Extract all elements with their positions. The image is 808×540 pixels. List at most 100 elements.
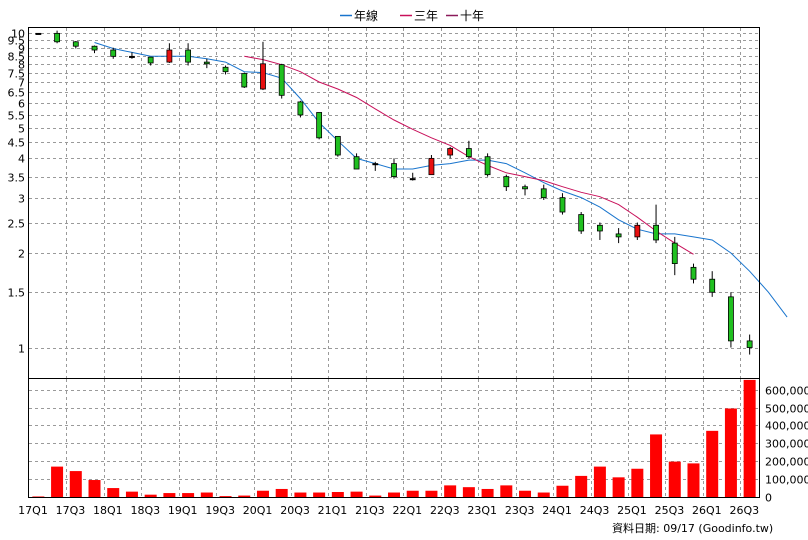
volume-tick-label: 600,000 <box>765 385 808 398</box>
candle <box>522 184 528 196</box>
x-tick-label: 26Q1 <box>692 504 722 517</box>
volume-bar <box>107 488 120 497</box>
volume-bar <box>481 488 494 497</box>
volume-bar <box>313 492 326 497</box>
candle <box>484 153 491 177</box>
volume-bar <box>631 468 644 497</box>
candle-body <box>297 101 304 116</box>
volume-tick-label: 100,000 <box>765 474 808 487</box>
candle-body <box>185 49 192 63</box>
volume-bars <box>32 379 756 498</box>
volume-bar <box>668 461 681 497</box>
volume-bar <box>444 485 457 497</box>
price-tick-label: 2 <box>18 248 25 261</box>
legend-item: 十年 <box>446 9 484 23</box>
legend-item: 年線 <box>340 8 378 23</box>
candle <box>166 43 173 63</box>
price-tick-label: 8 <box>18 59 25 72</box>
candle <box>297 100 304 118</box>
candle-body <box>709 278 716 293</box>
x-tick-label: 25Q3 <box>655 504 685 517</box>
volume-bar <box>32 496 45 498</box>
candle <box>409 172 416 181</box>
x-tick-label: 23Q1 <box>467 504 497 517</box>
candle <box>72 41 79 49</box>
price-tick-label: 3.5 <box>8 172 26 185</box>
candle-body <box>578 214 585 232</box>
volume-bar <box>724 408 737 497</box>
volume-bar <box>88 480 101 497</box>
volume-bar <box>519 490 532 497</box>
volume-bar <box>556 485 569 497</box>
candle <box>634 222 641 240</box>
candle-body <box>465 148 472 158</box>
price-tick-label: 7.5 <box>8 68 26 81</box>
candle <box>222 65 229 75</box>
candle-body <box>241 73 248 88</box>
x-tick-label: 17Q3 <box>56 504 86 517</box>
candle-body <box>316 112 323 139</box>
legend-item: 三年 <box>400 9 438 23</box>
volume-bar <box>500 485 513 497</box>
x-tick-label: 24Q3 <box>580 504 610 517</box>
candle-body <box>634 224 641 238</box>
series-line <box>94 42 788 318</box>
price-tick-label: 4.5 <box>8 137 26 150</box>
price-tick-label: 1 <box>18 343 25 356</box>
candle-body <box>353 156 360 170</box>
candle <box>503 174 510 191</box>
volume-tick-label: 500,000 <box>765 403 808 416</box>
candle <box>316 112 323 140</box>
price-tick-label: 9 <box>18 43 25 56</box>
volume-bar <box>462 487 475 497</box>
candle <box>465 140 472 159</box>
candle <box>241 72 248 88</box>
candle <box>690 263 697 284</box>
volume-bar <box>256 490 269 497</box>
candle <box>278 63 285 99</box>
candle-body <box>671 242 678 265</box>
candle-body <box>203 61 210 65</box>
candle <box>91 45 98 54</box>
volume-bar <box>706 430 719 497</box>
volume-bar <box>593 466 606 497</box>
candle-body <box>615 233 622 238</box>
candle-body <box>428 157 435 176</box>
candle <box>746 334 753 355</box>
candle <box>428 155 435 176</box>
candle <box>447 146 454 159</box>
price-tick-label: 8.5 <box>8 51 26 64</box>
candle-body <box>653 224 659 241</box>
volume-bar <box>200 492 213 497</box>
price-panel-frame <box>28 27 760 379</box>
volume-bar <box>51 466 64 497</box>
candle-body <box>72 41 79 47</box>
candle <box>185 43 192 66</box>
volume-bar <box>275 488 288 497</box>
candle <box>728 292 734 348</box>
volume-bar <box>238 495 251 497</box>
legend-label: 十年 <box>460 9 484 23</box>
candle-body <box>746 340 753 348</box>
x-tick-label: 19Q3 <box>205 504 235 517</box>
candle-body <box>334 135 341 156</box>
x-tick-label: 19Q1 <box>168 504 198 517</box>
volume-bar <box>369 495 382 497</box>
volume-panel-frame <box>28 378 760 498</box>
x-tick-label: 25Q1 <box>617 504 647 517</box>
candle <box>54 30 60 44</box>
volume-tick-label: 300,000 <box>765 438 808 451</box>
price-candles <box>35 30 753 355</box>
price-tick-label: 7 <box>18 77 25 90</box>
candle <box>653 204 659 244</box>
volume-bar <box>425 490 438 497</box>
candle <box>147 56 154 66</box>
volume-bar <box>125 491 138 497</box>
volume-bar <box>219 496 232 497</box>
candle <box>391 158 397 179</box>
candle-body <box>91 45 98 51</box>
candle-body <box>596 224 603 232</box>
x-tick-label: 22Q3 <box>430 504 460 517</box>
volume-bar <box>294 492 307 497</box>
